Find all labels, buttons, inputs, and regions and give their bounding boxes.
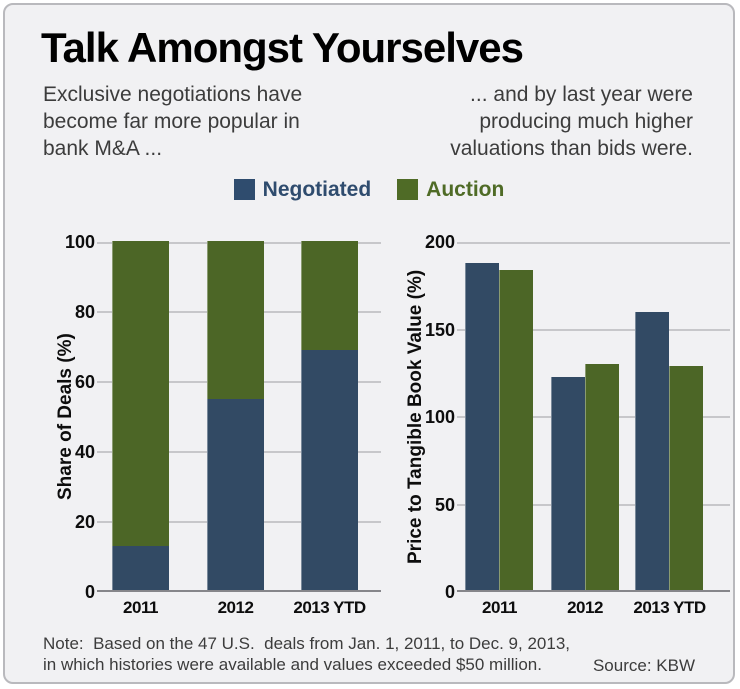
subtitle-left: Exclusive negotiations have become far m… — [43, 83, 303, 160]
footer: Note: Based on the 47 U.S. deals from Ja… — [43, 633, 695, 676]
y-tick-100: 100 — [424, 407, 455, 427]
y-tick-100: 100 — [64, 232, 95, 252]
y-tick-150: 150 — [424, 319, 455, 340]
x-label-2013-ytd: 2013 YTD — [293, 598, 366, 617]
x-axis-baseline — [97, 590, 381, 592]
right-chart-plot — [457, 242, 730, 592]
chart-card: Talk Amongst Yourselves Exclusive negoti… — [3, 3, 735, 684]
right-chart-y-ticks: 0 50 100 150 200 — [409, 233, 455, 601]
left-chart-x-labels: 2011 2012 2013 YTD — [105, 598, 381, 622]
auction-swatch-icon — [397, 179, 419, 201]
y-tick-60: 60 — [74, 372, 95, 392]
subtitle-right: ... and by last year were producing much… — [450, 83, 693, 160]
gridline-150 — [457, 328, 730, 331]
x-label-2012: 2012 — [567, 598, 603, 617]
x-label-2012: 2012 — [217, 598, 254, 617]
charts-row: Share of Deals (%) 0 20 40 60 80 100 2011 2012… — [5, 212, 733, 630]
negotiated-swatch-icon — [233, 179, 255, 201]
bar-auction-2013-ytd — [301, 241, 358, 350]
bar-auction-2012 — [207, 241, 264, 399]
chart-title: Talk Amongst Yourselves — [41, 24, 524, 71]
footnote: Note: Based on the 47 U.S. deals from Ja… — [43, 634, 570, 675]
legend-label-negotiated: Negotiated — [262, 177, 372, 201]
bar-negotiated-2012 — [207, 399, 264, 592]
legend: Negotiated Auction — [5, 178, 733, 202]
right-chart-x-labels: 2011 2012 2013 YTD — [465, 598, 730, 622]
bar-negotiated-2012 — [551, 377, 585, 592]
x-label-2011: 2011 — [482, 598, 517, 617]
legend-item-negotiated: Negotiated — [233, 177, 372, 202]
bar-auction-2011 — [112, 241, 169, 546]
x-label-2011: 2011 — [123, 598, 158, 617]
legend-label-auction: Auction — [426, 177, 505, 201]
x-label-2013-ytd: 2013 YTD — [633, 598, 706, 617]
bar-auction-2012 — [585, 364, 619, 592]
y-tick-0: 0 — [84, 582, 95, 602]
bar-negotiated-2011 — [112, 546, 169, 592]
bar-auction-2011 — [499, 270, 533, 592]
y-tick-80: 80 — [74, 302, 95, 322]
y-tick-40: 40 — [74, 442, 95, 462]
legend-item-auction: Auction — [397, 178, 504, 202]
bar-negotiated-2013-ytd — [635, 312, 669, 592]
left-chart-y-ticks: 0 20 40 60 80 100 — [49, 233, 95, 601]
bar-negotiated-2013-ytd — [301, 350, 358, 592]
y-tick-200: 200 — [424, 232, 455, 252]
bar-auction-2013-ytd — [669, 366, 703, 592]
x-axis-baseline — [457, 590, 730, 592]
left-chart-plot — [97, 241, 381, 592]
y-tick-20: 20 — [74, 512, 95, 532]
gridline-200 — [457, 242, 730, 244]
subtitle-row: Exclusive negotiations have become far m… — [43, 82, 693, 163]
y-tick-0: 0 — [444, 582, 455, 602]
source-credit: Source: KBW — [592, 655, 695, 675]
y-tick-50: 50 — [434, 494, 455, 515]
bar-negotiated-2011 — [465, 263, 499, 592]
